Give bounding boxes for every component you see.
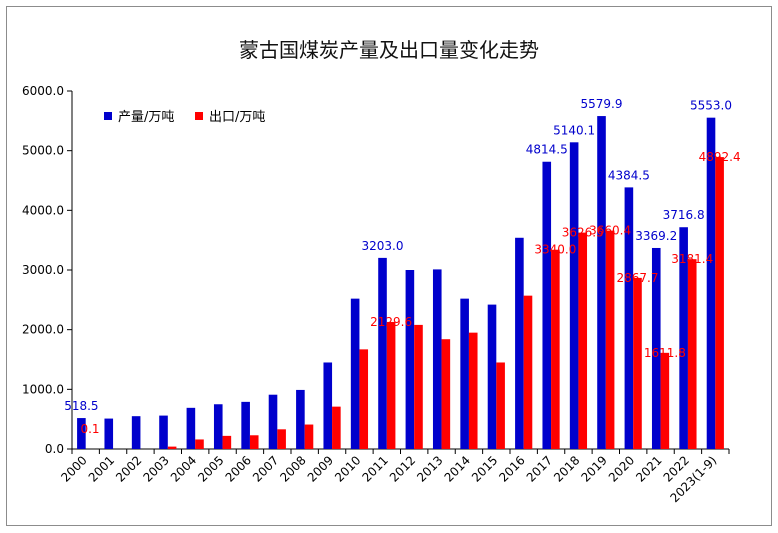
production-bar (296, 389, 305, 449)
export-data-label: 2867.7 (616, 271, 658, 285)
x-tick-label: 2016 (496, 453, 527, 484)
production-bar (542, 161, 552, 449)
export-bar (523, 295, 533, 449)
export-bar (441, 339, 451, 449)
x-tick-label: 2009 (305, 453, 336, 484)
export-bar (414, 324, 423, 449)
x-tick-label: 2000 (58, 453, 89, 484)
production-bar (159, 415, 168, 449)
production-bar (186, 407, 196, 449)
x-tick-label: 2018 (551, 453, 582, 484)
export-bar (468, 332, 478, 449)
export-bar (633, 277, 642, 449)
x-tick-label: 2020 (606, 453, 637, 484)
legend-export-swatch (195, 112, 203, 120)
export-bar (167, 446, 177, 449)
production-bar (460, 298, 469, 449)
production-bar (569, 142, 579, 449)
production-data-label: 518.5 (64, 399, 98, 413)
x-tick-label: 2002 (113, 453, 144, 484)
export-bar (249, 435, 259, 449)
legend-production-swatch (104, 112, 112, 120)
legend-production-label: 产量/万吨 (118, 110, 174, 125)
export-bar (332, 406, 341, 449)
production-bar (515, 237, 524, 449)
y-tick-label: 2000.0 (22, 323, 64, 337)
production-data-label: 3369.2 (635, 229, 677, 243)
x-tick-label: 2019 (578, 453, 609, 484)
export-data-label: 3626.5 (562, 226, 604, 240)
export-data-label: 0.1 (80, 422, 99, 436)
production-bar (131, 416, 141, 449)
production-bar (350, 298, 360, 449)
x-tick-label: 2013 (414, 453, 445, 484)
x-tick-label: 2021 (633, 453, 664, 484)
export-bar (277, 429, 286, 449)
y-tick-label: 4000.0 (22, 203, 64, 217)
x-tick-label: 2006 (223, 453, 254, 484)
export-data-label: 3181.4 (671, 252, 713, 266)
production-data-label: 5140.1 (553, 123, 595, 137)
export-data-label: 3340.0 (534, 243, 576, 257)
production-bar (624, 187, 634, 450)
export-bar (578, 232, 588, 449)
production-data-label: 4384.5 (608, 168, 650, 182)
export-bar (359, 349, 369, 449)
x-tick-label: 2014 (442, 453, 473, 484)
production-bar (679, 227, 688, 449)
chart-title: 蒙古国煤炭产量及出口量变化走势 (239, 38, 539, 62)
production-data-label: 5579.9 (581, 97, 623, 111)
export-bar (304, 424, 314, 449)
y-tick-label: 5000.0 (22, 144, 64, 158)
x-tick-label: 2008 (277, 453, 308, 484)
export-bar (660, 352, 670, 449)
production-bar (706, 117, 716, 450)
export-bar (195, 439, 204, 449)
production-bar (432, 269, 442, 449)
export-data-label: 4892.4 (699, 150, 741, 164)
export-data-label: 3660.4 (589, 224, 631, 238)
export-bar (386, 321, 396, 449)
production-data-label: 4814.5 (526, 143, 568, 157)
export-bar (222, 435, 232, 449)
export-bar (605, 230, 615, 449)
x-tick-label: 2011 (359, 453, 390, 484)
x-tick-label: 2010 (332, 453, 363, 484)
export-bar (715, 157, 724, 450)
export-bar (687, 259, 697, 449)
y-tick-label: 6000.0 (22, 84, 64, 98)
production-bar (323, 362, 333, 449)
legend-export-label: 出口/万吨 (209, 110, 265, 125)
export-data-label: 2129.6 (370, 315, 412, 329)
production-data-label: 3716.8 (663, 208, 705, 222)
production-bar (213, 404, 223, 449)
production-bar (405, 270, 415, 449)
production-bar (378, 257, 387, 449)
production-bar (651, 247, 661, 449)
production-bar (268, 394, 278, 449)
x-tick-label: 2005 (195, 453, 226, 484)
production-data-label: 3203.0 (362, 239, 404, 253)
y-tick-label: 1000.0 (22, 382, 64, 396)
production-bar (241, 401, 250, 449)
y-tick-label: 3000.0 (22, 263, 64, 277)
export-data-label: 1611.8 (644, 346, 686, 360)
x-tick-label: 2003 (140, 453, 171, 484)
production-data-label: 5553.0 (690, 99, 732, 113)
production-bar (77, 418, 86, 449)
production-bar (597, 116, 606, 449)
production-bar (487, 304, 497, 449)
x-tick-label: 2007 (250, 453, 281, 484)
production-bar (104, 418, 114, 449)
x-tick-label: 2012 (387, 453, 418, 484)
export-bar (496, 362, 505, 449)
x-tick-label: 2004 (168, 453, 199, 484)
x-tick-label: 2001 (86, 453, 117, 484)
x-tick-label: 2015 (469, 453, 500, 484)
y-tick-label: 0.0 (45, 442, 64, 456)
x-tick-label: 2017 (524, 453, 555, 484)
export-bar (551, 249, 560, 449)
